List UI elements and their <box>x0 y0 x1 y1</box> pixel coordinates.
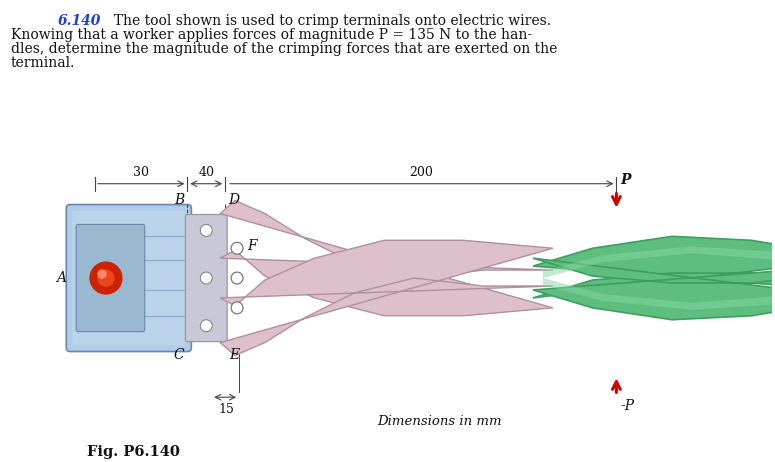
Polygon shape <box>533 258 775 320</box>
Text: Fig. P6.140: Fig. P6.140 <box>87 445 180 459</box>
Polygon shape <box>533 237 775 298</box>
Circle shape <box>98 270 106 278</box>
Circle shape <box>200 225 212 237</box>
FancyBboxPatch shape <box>66 205 191 352</box>
Text: B: B <box>174 193 184 207</box>
Text: 200: 200 <box>409 166 432 179</box>
Text: dles, determine the magnitude of the crimping forces that are exerted on the: dles, determine the magnitude of the cri… <box>11 42 557 56</box>
Circle shape <box>231 272 243 284</box>
Text: 15: 15 <box>219 403 234 416</box>
Text: D: D <box>228 193 239 207</box>
Circle shape <box>98 270 114 286</box>
Polygon shape <box>220 240 553 355</box>
Text: E: E <box>229 347 239 362</box>
Circle shape <box>200 272 212 284</box>
Polygon shape <box>543 246 775 278</box>
FancyBboxPatch shape <box>72 211 185 346</box>
Text: -P: -P <box>620 399 635 413</box>
Text: The tool shown is used to crimp terminals onto electric wires.: The tool shown is used to crimp terminal… <box>105 14 551 28</box>
Circle shape <box>90 262 122 294</box>
Text: 40: 40 <box>198 166 214 179</box>
Polygon shape <box>220 201 553 316</box>
Text: C: C <box>174 347 184 362</box>
Circle shape <box>200 320 212 332</box>
Circle shape <box>231 302 243 314</box>
Polygon shape <box>543 278 775 310</box>
Text: P: P <box>620 173 631 187</box>
Text: 6.140: 6.140 <box>57 14 101 28</box>
Text: Dimensions in mm: Dimensions in mm <box>377 415 502 428</box>
Text: Knowing that a worker applies forces of magnitude P = 135 N to the han-: Knowing that a worker applies forces of … <box>11 28 532 42</box>
Text: 30: 30 <box>133 166 150 179</box>
Text: terminal.: terminal. <box>11 55 75 70</box>
Text: F: F <box>247 239 257 253</box>
Text: A: A <box>57 271 66 285</box>
Circle shape <box>231 242 243 254</box>
FancyBboxPatch shape <box>76 225 145 332</box>
FancyBboxPatch shape <box>185 214 227 341</box>
